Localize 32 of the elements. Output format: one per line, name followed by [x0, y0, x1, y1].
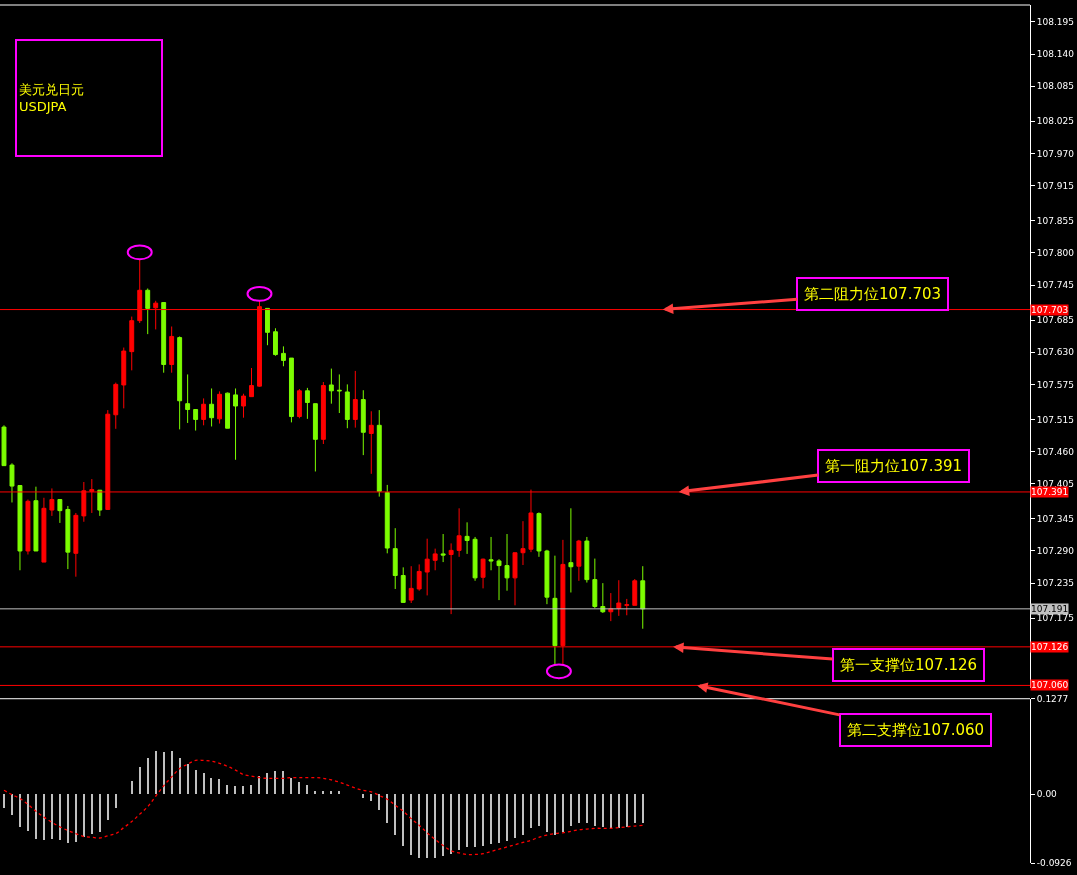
annotation: 第二阻力位107.703 — [804, 285, 942, 303]
annotation: 第一阻力位107.391 — [825, 457, 963, 475]
y-tick-label: 107.685 — [1036, 315, 1075, 326]
ref-line-label: 107.060 — [1031, 680, 1069, 690]
y-tick-label: 107.405 — [1036, 478, 1075, 489]
y-tick-label: 107.630 — [1036, 347, 1075, 358]
y-tick-label: 108.085 — [1036, 81, 1075, 92]
y-tick-label: 107.175 — [1036, 613, 1075, 624]
y-tick-label: 108.025 — [1036, 116, 1075, 127]
y-tick-label: 107.345 — [1036, 513, 1075, 524]
text: 美元兑日元 USDJPA — [19, 82, 84, 114]
y-tick-label: 107.235 — [1036, 578, 1075, 589]
annotation: 第一支撑位107.126 — [840, 656, 978, 674]
ref-line-label: 107.126 — [1031, 642, 1069, 652]
y-tick-label: 107.290 — [1036, 546, 1075, 557]
y-tick-label: 107.970 — [1036, 148, 1075, 159]
y-tick-label: 107.575 — [1036, 379, 1075, 390]
y-tick-label: 0.00 — [1036, 789, 1058, 800]
y-tick-label: 108.140 — [1036, 49, 1075, 60]
y-tick-label: 107.515 — [1036, 414, 1075, 425]
y-tick-label: 107.915 — [1036, 180, 1075, 191]
ref-line-label: 107.191 — [1031, 604, 1069, 614]
annotation: 第二支撑位107.060 — [847, 721, 985, 739]
y-tick-label: 0.1277 — [1036, 693, 1069, 704]
y-tick-label: 108.195 — [1036, 17, 1075, 28]
y-tick-label: -0.0926 — [1036, 858, 1072, 869]
y-tick-label: 107.855 — [1036, 215, 1075, 226]
y-tick-label: 107.800 — [1036, 248, 1075, 258]
y-tick-label: 107.460 — [1036, 446, 1075, 457]
ref-line-label: 107.703 — [1031, 305, 1069, 315]
y-tick-label: 107.745 — [1036, 280, 1075, 291]
ref-line-label: 107.391 — [1031, 487, 1069, 497]
